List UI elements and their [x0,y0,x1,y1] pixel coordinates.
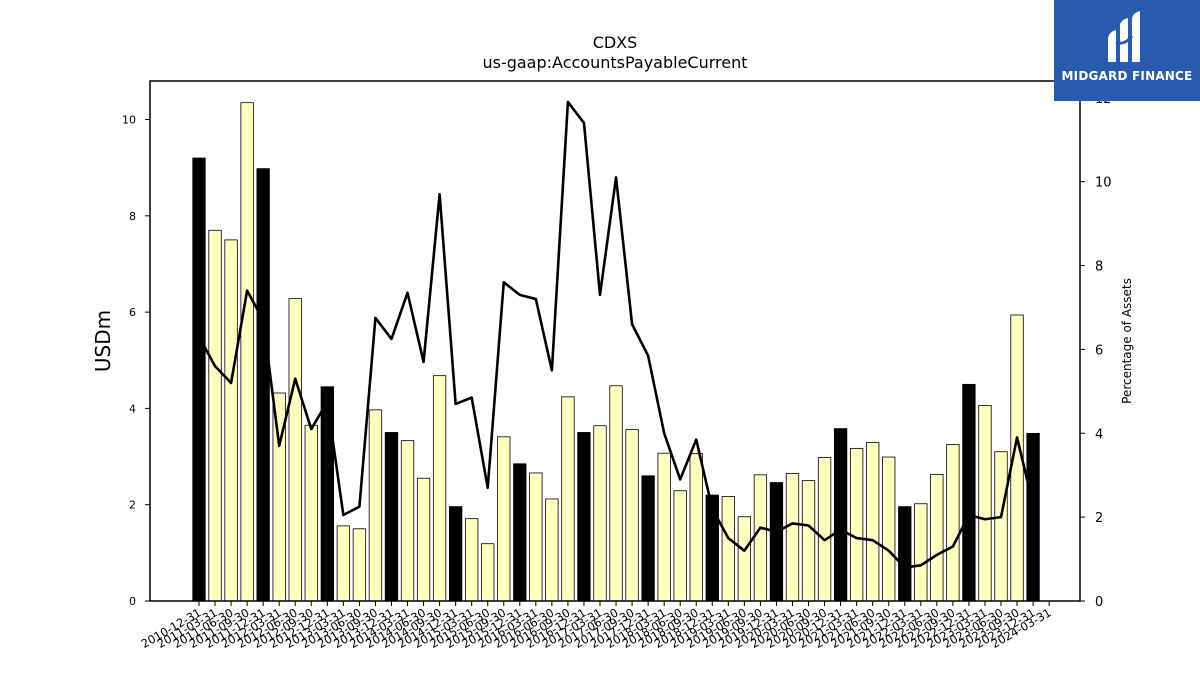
bar-2022-03-31 [914,503,928,602]
bar-2012-06-30 [288,298,302,602]
bar-2022-12-31 [962,383,976,602]
bar-2020-12-31 [833,428,848,602]
bar-2018-03-31 [657,452,671,602]
bar-2017-06-30 [609,385,623,602]
line-layer [197,100,1035,569]
bar-2010-12-31 [192,157,206,602]
bar-2022-09-30 [946,444,960,602]
logo-text: MIDGARD FINANCE [1061,69,1193,83]
y-axis-right: 024681012 [1080,92,1112,610]
bar-2017-09-30 [625,429,639,602]
bar-2020-06-30 [801,480,816,602]
bar-2013-09-30 [368,409,383,602]
bar-2015-03-31 [465,518,479,602]
bar-2017-03-31 [593,425,607,602]
bar-2014-12-31 [448,506,463,602]
y-tick-label: 8 [129,210,136,223]
bar-2018-09-30 [689,453,703,602]
bar-2011-12-31 [256,168,270,602]
bar-2011-03-31 [208,229,222,602]
bar-2022-06-30 [930,473,944,602]
y-axis-label: USDm [91,310,115,372]
y-tick-label: 10 [122,114,136,127]
bar-2021-06-30 [866,442,880,602]
y-tick-label: 0 [129,595,136,608]
bar-2011-09-30 [240,102,254,602]
bar-2014-06-30 [416,477,431,602]
bar-2015-12-31 [513,463,527,602]
x-axis: 2010-12-312011-03-312011-06-302011-09-30… [139,601,1054,651]
bar-2015-06-30 [481,543,495,602]
plot-frame [149,80,1081,602]
chart-title: CDXS [593,33,638,52]
y-axis-left: 0 2 4 6 8 10 [122,114,150,608]
bar-2019-09-30 [753,474,768,602]
bar-2012-12-31 [320,386,334,602]
bar-2023-03-31 [978,405,992,602]
bar-2013-06-30 [352,528,367,602]
bar-2023-06-30 [994,451,1008,602]
y2-tick-label: 2 [1095,511,1103,526]
bar-2016-12-31 [577,432,591,602]
bar-2020-03-31 [785,473,800,602]
y-tick-label: 4 [129,402,136,415]
bar-2011-06-30 [224,239,238,602]
chart-subtitle: us-gaap:AccountsPayableCurrent [482,53,747,72]
y-tick-label: 2 [129,499,136,512]
y2-tick-label: 10 [1095,176,1112,191]
logo-mark-icon [1108,11,1140,62]
y2-tick-label: 6 [1095,343,1103,358]
y2-tick-label: 8 [1095,260,1103,275]
bar-2012-09-30 [304,424,318,602]
bar-2021-12-31 [898,506,912,602]
series-line-percentage-of-assets [197,100,1035,569]
y2-axis-label: Percentage of Assets [1120,278,1134,404]
bar-2019-03-31 [721,496,735,602]
bar-2017-12-31 [641,475,655,602]
bar-2019-06-30 [737,516,752,602]
y2-tick-label: 0 [1095,595,1103,610]
logo: MIDGARD FINANCE [1054,0,1200,101]
bar-2016-06-30 [545,498,559,602]
bar-2021-03-31 [849,447,864,602]
y2-tick-label: 4 [1095,427,1103,442]
bar-2014-03-31 [400,440,415,602]
bar-2023-12-31 [1026,433,1040,602]
bar-2015-09-30 [497,436,511,602]
bar-2016-03-31 [529,472,543,602]
bar-2016-09-30 [561,396,575,602]
bar-2013-12-31 [384,432,399,602]
bar-2021-09-30 [882,456,896,602]
bar-2020-09-30 [817,457,832,602]
bar-2018-06-30 [673,490,687,602]
y-tick-label: 6 [129,306,136,319]
bar-2014-09-30 [432,375,447,602]
bar-2019-12-31 [769,482,784,602]
bar-2013-03-31 [336,525,351,602]
